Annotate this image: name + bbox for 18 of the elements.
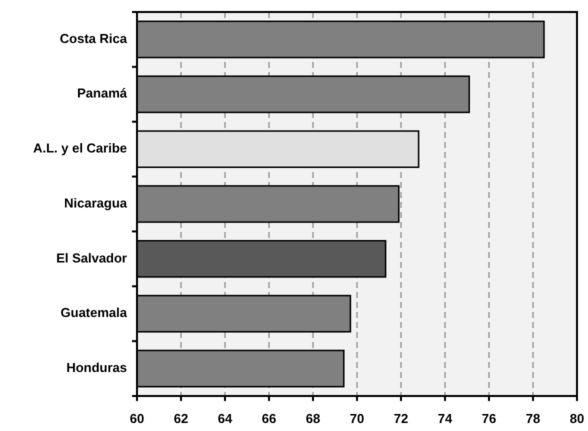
x-tick-label: 80 — [570, 411, 584, 426]
y-tick-label: Guatemala — [60, 305, 128, 320]
x-tick-label: 68 — [306, 411, 320, 426]
y-tick-label: Nicaragua — [64, 195, 128, 210]
x-tick-label: 70 — [350, 411, 364, 426]
x-tick-label: 74 — [438, 411, 453, 426]
y-tick-label: Costa Rica — [60, 30, 128, 46]
x-tick-label: 62 — [174, 411, 188, 426]
x-tick-label: 64 — [218, 411, 233, 426]
x-tick-label: 72 — [394, 411, 408, 426]
x-tick-label: 76 — [482, 411, 496, 426]
y-tick-label: Honduras — [66, 360, 127, 376]
y-tick-label: A.L. y el Caribe — [33, 140, 127, 156]
x-tick-label: 66 — [262, 411, 276, 426]
y-tick-label: Panamá — [77, 86, 128, 101]
x-tick-label: 60 — [130, 411, 144, 426]
y-tick-label: El Salvador — [56, 250, 127, 266]
x-tick-label: 78 — [526, 411, 540, 426]
